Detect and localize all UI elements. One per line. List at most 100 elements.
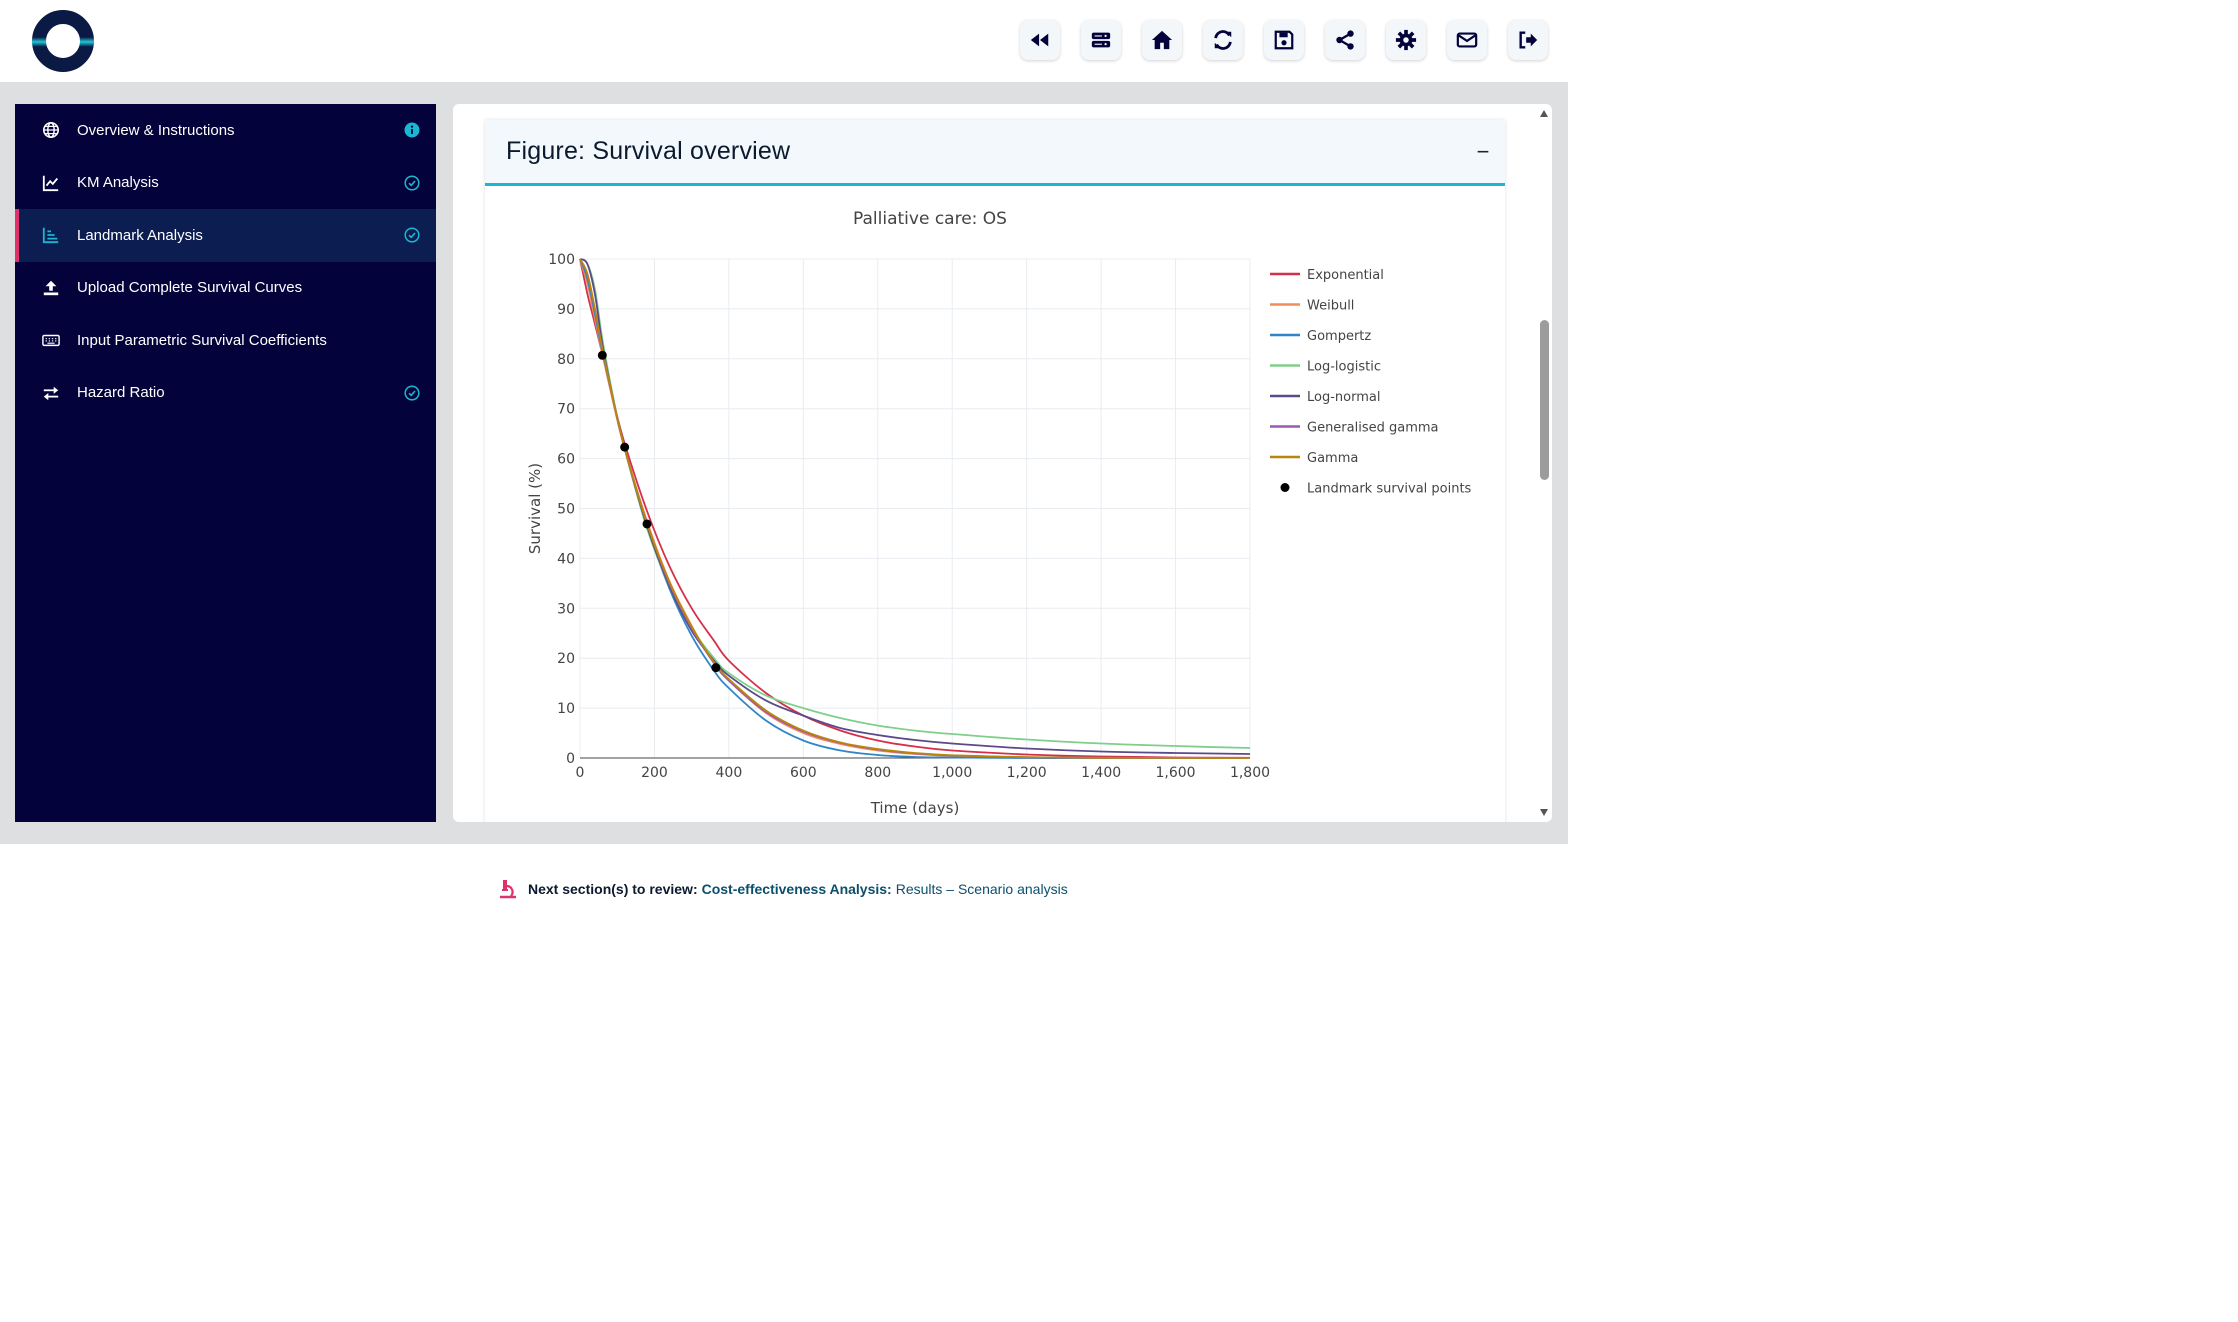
scroll-thumb[interactable] bbox=[1540, 320, 1549, 480]
y-tick-label: 50 bbox=[557, 502, 575, 518]
x-tick-label: 1,600 bbox=[1156, 765, 1196, 781]
mail-button[interactable] bbox=[1447, 20, 1487, 60]
share-icon bbox=[1336, 30, 1354, 50]
y-tick-label: 90 bbox=[557, 302, 575, 318]
x-tick-label: 1,800 bbox=[1230, 765, 1270, 781]
sidebar-item-overview[interactable]: Overview & Instructions bbox=[15, 104, 436, 157]
sidebar-item-km-analysis[interactable]: KM Analysis bbox=[15, 157, 436, 210]
sidebar-item-label: Upload Complete Survival Curves bbox=[77, 279, 303, 297]
next-section-label: Next section(s) to review: bbox=[528, 881, 698, 897]
series-line-log-logistic bbox=[579, 258, 1251, 749]
next-section-link[interactable]: Cost-effectiveness Analysis: bbox=[701, 881, 892, 897]
legend-item-label: Log-logistic bbox=[1307, 360, 1381, 375]
bar-chart-icon bbox=[42, 226, 60, 244]
y-tick-label: 40 bbox=[557, 551, 575, 567]
x-tick-label: 1,400 bbox=[1081, 765, 1121, 781]
next-section-line: Next section(s) to review: Cost-effectiv… bbox=[496, 878, 1068, 900]
app-logo[interactable] bbox=[30, 10, 96, 72]
figure-card: Figure: Survival overview − Palliative c… bbox=[485, 120, 1505, 822]
refresh-button[interactable] bbox=[1203, 20, 1243, 60]
rewind-icon bbox=[1030, 33, 1049, 47]
landmark-point bbox=[642, 519, 652, 529]
legend-item-label: Log-normal bbox=[1307, 390, 1380, 405]
sidebar-item-hazard-ratio[interactable]: Hazard Ratio bbox=[15, 367, 436, 420]
sidebar-item-landmark-analysis[interactable]: Landmark Analysis bbox=[15, 209, 436, 262]
logout-button[interactable] bbox=[1508, 20, 1548, 60]
legend-item-label: Gamma bbox=[1307, 451, 1358, 466]
y-axis-label: Survival (%) bbox=[526, 463, 544, 554]
keyboard-icon bbox=[42, 331, 60, 349]
legend-item-label: Landmark survival points bbox=[1307, 482, 1472, 497]
legend-swatch bbox=[1280, 483, 1290, 492]
sidebar-item-label: Overview & Instructions bbox=[77, 121, 235, 139]
main-scrollbar[interactable] bbox=[1537, 104, 1552, 822]
check-circle-icon bbox=[404, 385, 420, 401]
rewind-button[interactable] bbox=[1020, 20, 1060, 60]
sidebar-item-label: Input Parametric Survival Coefficients bbox=[77, 331, 327, 349]
chart-title: Palliative care: OS bbox=[853, 209, 1007, 229]
sidebar-item-label: KM Analysis bbox=[77, 174, 159, 192]
save-icon bbox=[1274, 30, 1294, 50]
home-icon bbox=[1151, 30, 1173, 50]
figure-card-header: Figure: Survival overview − bbox=[485, 120, 1505, 186]
top-header bbox=[0, 0, 1568, 82]
landmark-point bbox=[597, 350, 607, 360]
sidebar: Overview & Instructions KM Analysis Land… bbox=[15, 104, 436, 822]
sidebar-item-label: Landmark Analysis bbox=[77, 226, 203, 244]
scroll-up-arrow-icon[interactable] bbox=[1540, 110, 1548, 117]
logout-icon bbox=[1519, 31, 1538, 49]
legend-item-label: Gompertz bbox=[1307, 329, 1371, 344]
series-line-gamma bbox=[579, 258, 1251, 759]
refresh-icon bbox=[1214, 30, 1232, 50]
y-tick-label: 70 bbox=[557, 402, 575, 418]
share-button[interactable] bbox=[1325, 20, 1365, 60]
y-tick-label: 10 bbox=[557, 701, 575, 717]
legend-item-label: Weibull bbox=[1307, 299, 1354, 314]
y-tick-label: 30 bbox=[557, 601, 575, 617]
series-line-log-normal bbox=[579, 258, 1251, 755]
next-section-detail-link[interactable]: Results – Scenario analysis bbox=[895, 881, 1068, 897]
x-tick-label: 600 bbox=[790, 765, 817, 781]
server-button[interactable] bbox=[1081, 20, 1121, 60]
y-tick-label: 0 bbox=[566, 751, 575, 767]
landmark-point bbox=[711, 663, 721, 673]
x-tick-label: 1,000 bbox=[932, 765, 972, 781]
settings-button[interactable] bbox=[1386, 20, 1426, 60]
home-button[interactable] bbox=[1142, 20, 1182, 60]
survival-chart-area: Palliative care: OS 0 200 400 600 800 1,000 1,2… bbox=[485, 189, 1505, 822]
info-icon bbox=[404, 122, 420, 138]
check-circle-icon bbox=[404, 175, 420, 191]
check-circle-icon bbox=[404, 227, 420, 243]
survival-chart: Palliative care: OS0 200 400 600 800 1,000 1,2… bbox=[526, 209, 1472, 817]
server-icon bbox=[1091, 32, 1111, 48]
x-tick-label: 200 bbox=[641, 765, 668, 781]
settings-gear-icon bbox=[1395, 29, 1417, 51]
x-tick-label: 800 bbox=[864, 765, 891, 781]
exchange-icon bbox=[42, 384, 60, 402]
upload-icon bbox=[42, 279, 60, 297]
y-tick-label: 80 bbox=[557, 352, 575, 368]
legend-item-label: Generalised gamma bbox=[1307, 421, 1439, 436]
x-tick-label: 1,200 bbox=[1007, 765, 1047, 781]
mail-icon bbox=[1456, 32, 1478, 48]
toolbar bbox=[1020, 20, 1548, 60]
y-tick-label: 100 bbox=[548, 252, 575, 268]
x-tick-label: 400 bbox=[716, 765, 743, 781]
landmark-point bbox=[620, 442, 630, 452]
figure-title: Figure: Survival overview bbox=[506, 137, 791, 165]
legend-item-label: Exponential bbox=[1307, 268, 1384, 283]
collapse-button[interactable]: − bbox=[1476, 138, 1490, 164]
save-button[interactable] bbox=[1264, 20, 1304, 60]
x-tick-label: 0 bbox=[576, 765, 585, 781]
globe-icon bbox=[42, 121, 60, 139]
sidebar-item-label: Hazard Ratio bbox=[77, 384, 165, 402]
sidebar-item-parametric-coefficients[interactable]: Input Parametric Survival Coefficients bbox=[15, 314, 436, 367]
line-chart-icon bbox=[42, 174, 60, 192]
sidebar-item-upload-curves[interactable]: Upload Complete Survival Curves bbox=[15, 262, 436, 315]
scroll-down-arrow-icon[interactable] bbox=[1540, 809, 1548, 816]
y-tick-label: 20 bbox=[557, 651, 575, 667]
x-axis-label: Time (days) bbox=[870, 799, 960, 817]
footer: Next section(s) to review: Cost-effectiv… bbox=[0, 844, 1568, 932]
main-panel: Figure: Survival overview − Palliative c… bbox=[453, 104, 1552, 822]
microscope-icon bbox=[500, 880, 516, 899]
